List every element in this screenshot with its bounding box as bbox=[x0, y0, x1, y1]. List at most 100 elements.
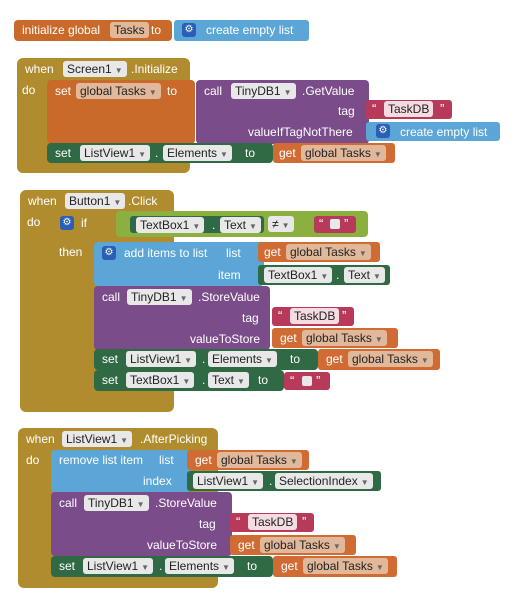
dropdown-arrow-icon: ▼ bbox=[148, 88, 157, 97]
global-variable-dropdown[interactable]: global Tasks ▼ bbox=[348, 351, 433, 367]
global-variable-dropdown[interactable]: global Tasks ▼ bbox=[302, 330, 387, 346]
global-variable-dropdown[interactable]: global Tasks ▼ bbox=[76, 83, 161, 99]
listview-dropdown[interactable]: ListView1 ▼ bbox=[126, 351, 197, 367]
dropdown-arrow-icon: ▼ bbox=[113, 198, 122, 207]
listview-selectionindex-getter[interactable]: ListView1 ▼ . SelectionIndex ▼ bbox=[187, 471, 381, 491]
textbox-dropdown[interactable]: TextBox1 ▼ bbox=[136, 217, 205, 233]
empty-string-block[interactable]: “ ” bbox=[314, 216, 356, 233]
create-empty-list-block[interactable]: ⚙ create empty list bbox=[174, 20, 309, 41]
listview-name: ListView1 bbox=[130, 352, 182, 366]
string-block-taskdb[interactable]: “ TaskDB ” bbox=[366, 100, 452, 119]
property-dropdown[interactable]: Elements ▼ bbox=[163, 145, 232, 161]
tinydb-dropdown[interactable]: TinyDB1 ▼ bbox=[231, 83, 296, 99]
dropdown-arrow-icon: ▼ bbox=[374, 335, 383, 344]
global-variable-name[interactable]: Tasks bbox=[110, 22, 149, 38]
set-listview-elements-block[interactable]: set ListView1 ▼ . Elements ▼ to bbox=[47, 143, 273, 163]
set-listview-elements-block[interactable]: set ListView1 ▼ . Elements ▼ to bbox=[51, 556, 273, 577]
tinydb-storevalue-block[interactable]: call TinyDB1 ▼ .StoreValue tag valueToSto… bbox=[51, 492, 232, 556]
close-quote: ” bbox=[316, 373, 321, 388]
get-global-tasks-block[interactable]: get global Tasks ▼ bbox=[187, 450, 309, 470]
if-label: if bbox=[81, 216, 87, 230]
textbox-dropdown[interactable]: TextBox1 ▼ bbox=[264, 267, 333, 283]
tinydb-dropdown[interactable]: TinyDB1 ▼ bbox=[84, 495, 149, 511]
valuetostore-label: valueToStore bbox=[147, 538, 218, 552]
set-listview-elements-block[interactable]: set ListView1 ▼ . Elements ▼ to bbox=[94, 349, 318, 370]
property-dropdown[interactable]: Elements ▼ bbox=[208, 351, 277, 367]
remove-list-item-block[interactable]: remove list item list index bbox=[51, 450, 191, 492]
global-variable-dropdown[interactable]: global Tasks ▼ bbox=[286, 244, 371, 260]
property-dropdown[interactable]: Text ▼ bbox=[208, 372, 249, 388]
initialize-global-block[interactable]: initialize global Tasks to bbox=[14, 20, 172, 41]
textbox-dropdown[interactable]: TextBox1 ▼ bbox=[126, 372, 195, 388]
property-dropdown[interactable]: Elements ▼ bbox=[165, 558, 234, 574]
global-variable-dropdown[interactable]: global Tasks ▼ bbox=[303, 558, 388, 574]
get-global-tasks-block[interactable]: get global Tasks ▼ bbox=[318, 349, 440, 370]
textbox-text-getter[interactable]: TextBox1 ▼ . Text ▼ bbox=[130, 216, 264, 233]
dropdown-arrow-icon: ▼ bbox=[265, 356, 273, 365]
get-global-tasks-block[interactable]: get global Tasks ▼ bbox=[258, 242, 380, 262]
listview-dropdown[interactable]: ListView1 ▼ bbox=[83, 558, 154, 574]
property-dropdown[interactable]: Text ▼ bbox=[344, 267, 385, 283]
dropdown-arrow-icon: ▼ bbox=[222, 563, 230, 572]
property-name: Text bbox=[348, 268, 371, 282]
dropdown-arrow-icon: ▼ bbox=[251, 478, 260, 487]
open-quote: “ bbox=[236, 514, 241, 529]
get-global-tasks-block[interactable]: get global Tasks ▼ bbox=[230, 535, 356, 555]
tinydb-getvalue-block[interactable]: call TinyDB1 ▼ .GetValue tag valueIfTagNo… bbox=[196, 80, 369, 144]
global-variable-dropdown[interactable]: global Tasks ▼ bbox=[260, 537, 345, 553]
valuetostore-label: valueToStore bbox=[190, 332, 261, 346]
get-global-tasks-block[interactable]: get global Tasks ▼ bbox=[272, 328, 398, 348]
global-variable-dropdown[interactable]: global Tasks ▼ bbox=[301, 145, 386, 161]
variable-name: global Tasks bbox=[290, 245, 356, 259]
string-block-taskdb[interactable]: “ TaskDB ” bbox=[272, 307, 354, 326]
operator-dropdown[interactable]: ≠ ▼ bbox=[268, 216, 294, 232]
component-dropdown[interactable]: ListView1 ▼ bbox=[62, 431, 133, 447]
get-global-tasks-block[interactable]: get global Tasks ▼ bbox=[273, 556, 397, 577]
component-dropdown[interactable]: Button1 ▼ bbox=[65, 193, 126, 209]
tinydb-storevalue-block[interactable]: call TinyDB1 ▼ .StoreValue tag valueToSto… bbox=[94, 286, 270, 350]
to-label: to bbox=[245, 146, 256, 160]
get-global-tasks-block[interactable]: get global Tasks ▼ bbox=[273, 143, 395, 163]
global-variable-dropdown[interactable]: global Tasks ▼ bbox=[217, 452, 302, 468]
string-block-taskdb[interactable]: “ TaskDB ” bbox=[230, 513, 314, 532]
get-label: get bbox=[280, 331, 297, 345]
string-value[interactable]: TaskDB bbox=[248, 514, 298, 530]
event-name: .Click bbox=[128, 194, 158, 208]
property-name: Elements bbox=[212, 352, 263, 366]
dropdown-arrow-icon: ▼ bbox=[141, 563, 150, 572]
do-label: do bbox=[27, 215, 41, 229]
textbox-text-getter[interactable]: TextBox1 ▼ . Text ▼ bbox=[258, 265, 390, 285]
create-empty-list-block[interactable]: ⚙ create empty list bbox=[366, 122, 500, 141]
compare-block[interactable]: TextBox1 ▼ . Text ▼ ≠ ▼ “ ” bbox=[116, 211, 368, 237]
property-dropdown[interactable]: Text ▼ bbox=[220, 217, 261, 233]
set-global-tasks-block[interactable]: set global Tasks ▼ to bbox=[47, 80, 195, 144]
dot-separator: . bbox=[155, 146, 159, 160]
gear-icon[interactable]: ⚙ bbox=[60, 216, 74, 230]
list-label: list bbox=[159, 453, 174, 467]
gear-icon[interactable]: ⚙ bbox=[102, 246, 116, 260]
listview-name: ListView1 bbox=[87, 559, 139, 573]
string-value[interactable]: TaskDB bbox=[384, 101, 434, 117]
event-name: .AfterPicking bbox=[140, 432, 208, 446]
empty-string-block[interactable]: “ ” bbox=[284, 372, 330, 390]
add-items-to-list-block[interactable]: ⚙ add items to list list item bbox=[94, 242, 264, 286]
dropdown-arrow-icon: ▼ bbox=[237, 377, 245, 386]
dropdown-arrow-icon: ▼ bbox=[138, 150, 147, 159]
tag-label: tag bbox=[199, 517, 216, 531]
gear-icon[interactable]: ⚙ bbox=[376, 124, 390, 138]
empty-string-field[interactable] bbox=[302, 376, 312, 386]
property-dropdown[interactable]: SelectionIndex ▼ bbox=[275, 473, 373, 489]
listview-dropdown[interactable]: ListView1 ▼ bbox=[80, 145, 151, 161]
dot-separator: . bbox=[202, 373, 206, 387]
set-label: set bbox=[55, 84, 72, 98]
listview-dropdown[interactable]: ListView1 ▼ bbox=[193, 473, 264, 489]
empty-string-field[interactable] bbox=[330, 219, 340, 229]
string-value[interactable]: TaskDB bbox=[290, 308, 340, 324]
gear-icon[interactable]: ⚙ bbox=[182, 23, 196, 37]
to-label: to bbox=[247, 559, 258, 573]
set-textbox-text-block[interactable]: set TextBox1 ▼ . Text ▼ to bbox=[94, 370, 284, 391]
component-dropdown[interactable]: Screen1 ▼ bbox=[63, 61, 127, 77]
tinydb-dropdown[interactable]: TinyDB1 ▼ bbox=[127, 289, 192, 305]
dropdown-arrow-icon: ▼ bbox=[281, 221, 290, 230]
get-label: get bbox=[281, 559, 298, 573]
